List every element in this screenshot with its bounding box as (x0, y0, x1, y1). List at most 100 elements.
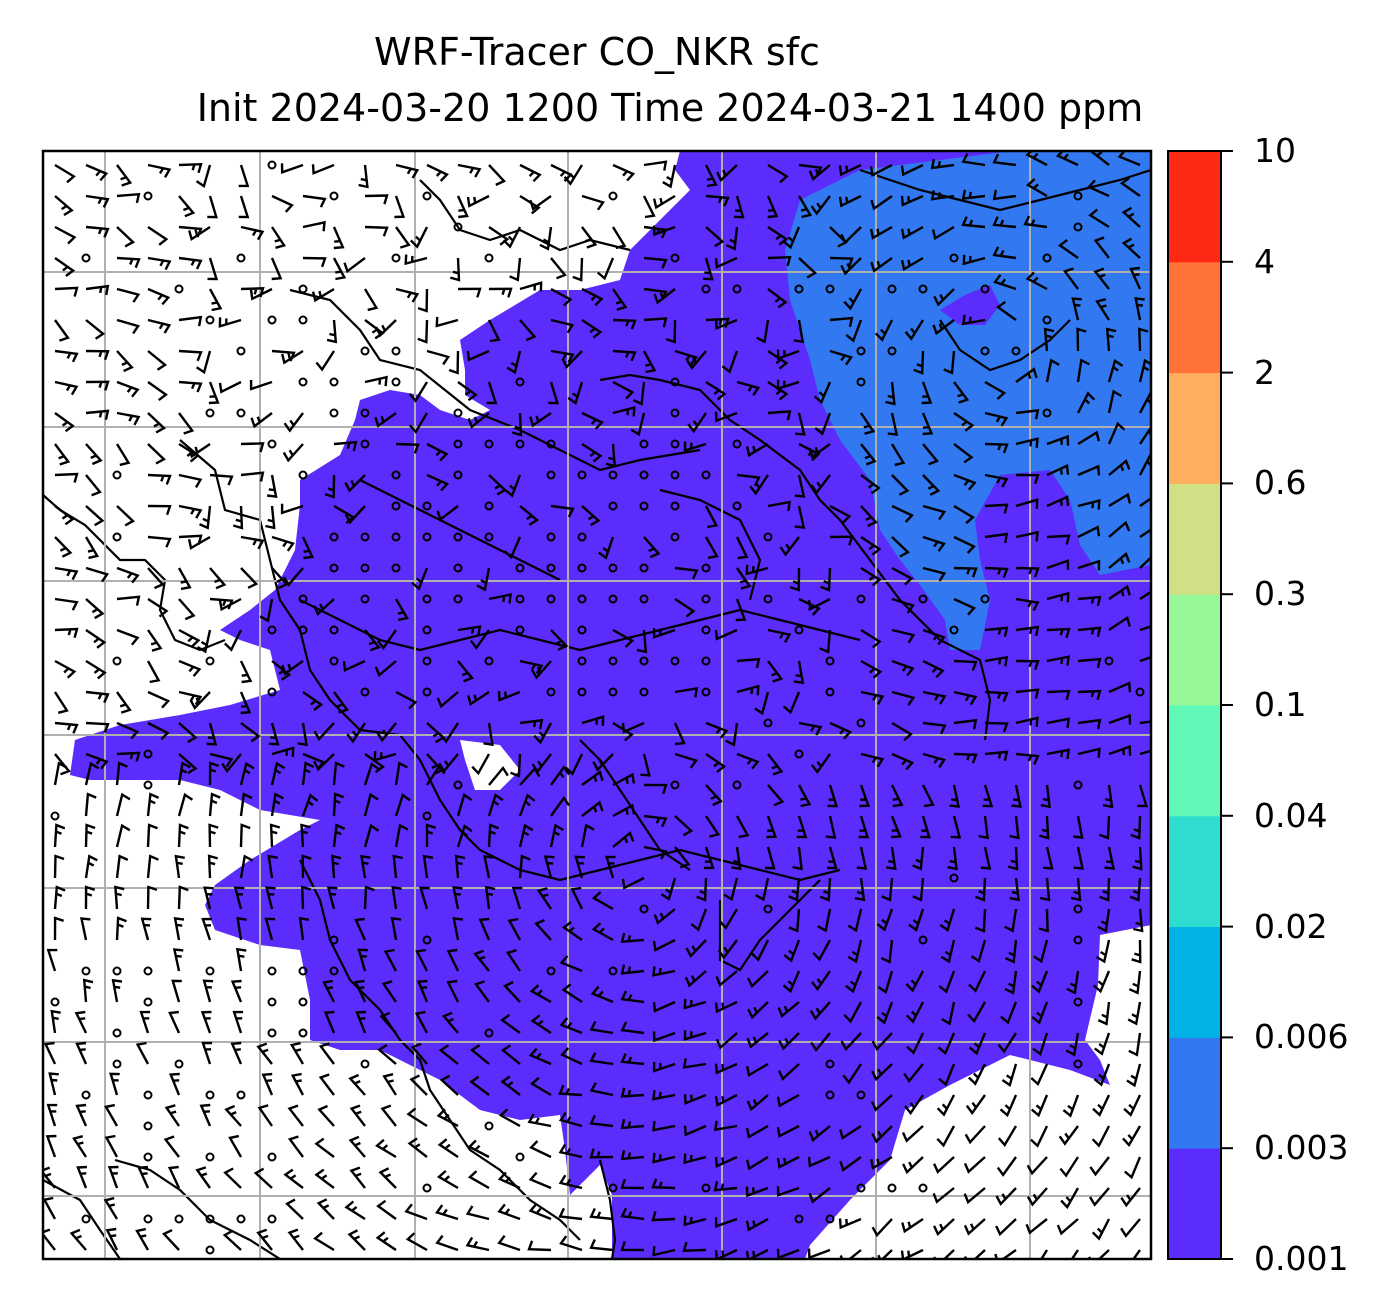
wind-barb (674, 815, 694, 837)
calm-wind-marker (360, 408, 370, 418)
wind-barb (891, 721, 913, 742)
wind-barb (984, 442, 1009, 454)
wind-barb (253, 1167, 273, 1189)
calm-wind-marker (1042, 408, 1052, 418)
wind-barb (380, 1104, 397, 1127)
wind-barb (313, 1231, 335, 1252)
calm-wind-marker (422, 594, 432, 604)
wind-barb (984, 503, 1009, 514)
wind-barb (922, 628, 946, 646)
calm-wind-marker (670, 656, 680, 666)
wind-barb (620, 1207, 645, 1221)
wind-barb (1025, 1218, 1048, 1235)
calm-wind-marker (608, 563, 618, 573)
wind-barb (250, 412, 273, 429)
wind-barb (1046, 434, 1070, 446)
wind-barb (847, 939, 863, 964)
wind-barb (829, 316, 854, 328)
wind-barb (891, 474, 910, 496)
wind-barb (239, 660, 253, 684)
wind-barb (436, 505, 459, 522)
wind-barb (404, 254, 428, 266)
wind-barb (510, 753, 522, 778)
colorbar-band (1168, 151, 1221, 263)
wind-barb (395, 690, 418, 710)
wind-barb (85, 194, 110, 208)
wind-barb (612, 163, 636, 182)
wind-barb (256, 1042, 273, 1065)
wind-barb (116, 751, 141, 762)
calm-wind-marker (670, 377, 680, 387)
wind-barb (54, 597, 79, 611)
calm-wind-marker (143, 1121, 153, 1131)
wind-barb (1015, 716, 1039, 727)
wind-barb (238, 164, 250, 188)
calm-wind-marker (794, 625, 804, 635)
wind-barb (208, 381, 220, 405)
wind-barb (847, 908, 863, 933)
wind-barb (978, 815, 989, 840)
wind-barb (674, 752, 698, 769)
wind-barb (54, 753, 71, 776)
calm-wind-marker (608, 594, 618, 604)
wind-barb (705, 721, 729, 739)
wind-barb (829, 721, 853, 740)
wind-barb (984, 566, 1009, 578)
wind-barb (302, 256, 327, 268)
calm-wind-marker (608, 656, 618, 666)
wind-barb (1030, 1063, 1049, 1086)
wind-barb (767, 349, 789, 370)
wind-barb (620, 1087, 645, 1098)
wind-barb (652, 194, 676, 210)
calm-wind-marker (577, 656, 587, 666)
wind-barb (767, 288, 788, 309)
wind-barb (746, 1094, 769, 1112)
colorbar-tick-label: 0.001 (1254, 1239, 1349, 1278)
wind-barb (332, 761, 345, 786)
wind-barb (43, 1196, 57, 1220)
wind-barb (1046, 748, 1070, 759)
wind-barb (860, 474, 881, 495)
wind-barb (500, 1075, 521, 1096)
wind-barb (767, 753, 784, 776)
wind-barb (178, 722, 198, 744)
wind-barb (178, 534, 203, 545)
wind-barb (581, 411, 604, 430)
calm-wind-marker (298, 470, 308, 480)
colorbar-band (1168, 372, 1221, 484)
wind-barb (809, 1001, 831, 1021)
wind-barb (360, 854, 371, 879)
wind-barb (534, 918, 552, 941)
wind-barb (632, 381, 646, 406)
wind-barb (683, 441, 707, 453)
wind-barb (374, 412, 397, 428)
wind-barb (82, 978, 94, 1003)
wind-barb (518, 793, 536, 817)
wind-barb (1070, 1249, 1079, 1259)
calm-wind-marker (143, 1090, 153, 1100)
wind-barb (322, 979, 336, 1003)
wind-barb (636, 629, 648, 654)
wind-barb (417, 288, 429, 313)
wind-barb (436, 1170, 459, 1190)
wind-barb (860, 752, 885, 768)
wind-barb (426, 473, 450, 492)
wind-barb (358, 164, 369, 189)
calm-wind-marker (763, 718, 773, 728)
wind-barb (812, 939, 832, 962)
wind-barb (301, 854, 312, 879)
wind-barb (1039, 877, 1051, 902)
wind-barb (808, 1187, 831, 1204)
wind-barb (572, 257, 584, 282)
wind-barb (439, 722, 460, 744)
wind-barb (961, 189, 986, 200)
wind-barb (135, 1041, 150, 1065)
wind-barb (900, 225, 924, 240)
colorbar-tick-label: 0.04 (1254, 795, 1328, 835)
wind-barb (271, 567, 289, 590)
wind-barb (85, 319, 106, 340)
wind-barb (409, 1074, 428, 1096)
wind-barb (344, 1200, 366, 1221)
wind-barb (1108, 492, 1132, 508)
wind-barb (147, 504, 172, 516)
